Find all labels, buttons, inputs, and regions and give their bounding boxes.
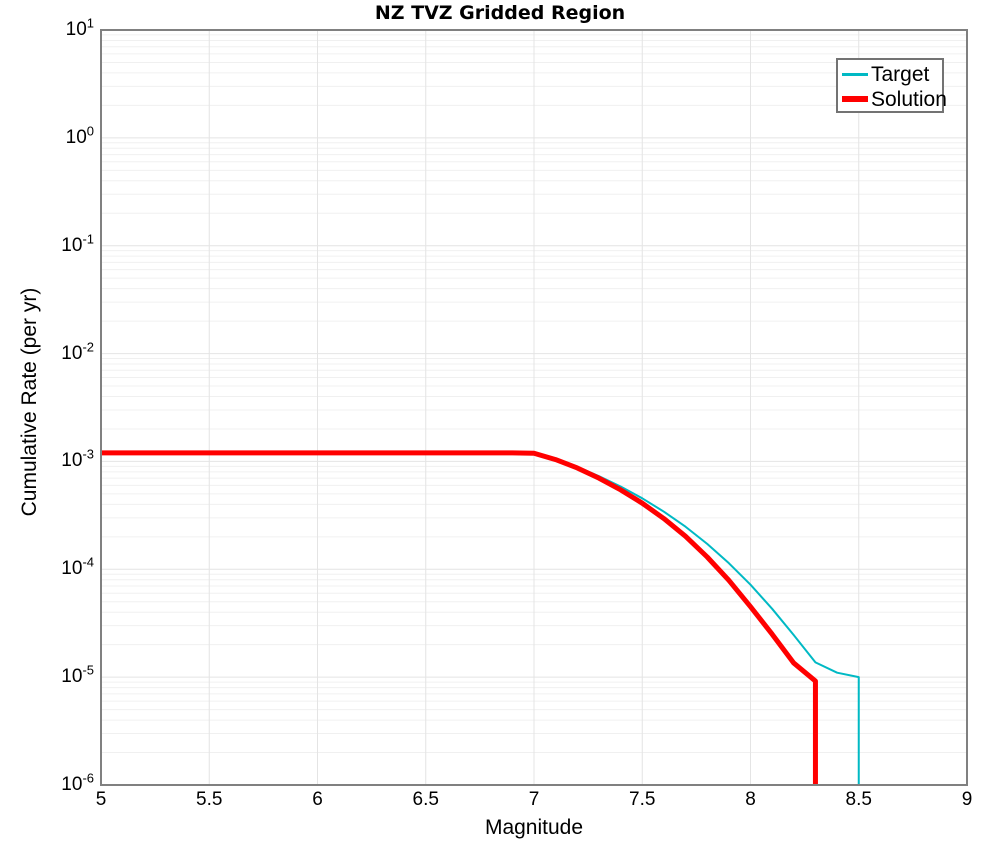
chart-title: NZ TVZ Gridded Region [374, 2, 626, 24]
y-tick-label: 10-5 [61, 662, 94, 688]
legend-label-solution: Solution [871, 87, 947, 111]
y-tick-label: 10-2 [61, 339, 94, 364]
legend-line-swatch-target [842, 72, 868, 76]
y-tick-label: 10-1 [61, 231, 94, 256]
y-tick-label: 101 [65, 15, 94, 40]
x-tick-label: 8 [745, 789, 756, 810]
x-tick-label: 9 [961, 789, 973, 810]
legend-item-target: Target [842, 61, 929, 87]
y-tick-label: 100 [65, 123, 94, 148]
x-tick-label: 8.5 [845, 789, 872, 810]
y-tick-label: 10-6 [61, 770, 94, 795]
legend-label-target: Target [871, 62, 930, 86]
x-tick-label: 5 [95, 789, 107, 810]
x-tick-label: 6 [312, 789, 323, 810]
y-tick-label: 10-4 [61, 554, 94, 580]
chart-legend: Target Solution [836, 58, 947, 113]
x-tick-label: 5.5 [196, 789, 223, 810]
legend-item-solution: Solution [842, 86, 947, 112]
y-tick-label: 10-3 [61, 447, 94, 472]
x-tick-label: 7.5 [629, 789, 656, 810]
x-tick-label: 6.5 [412, 789, 439, 810]
legend-line-swatch-solution [842, 96, 868, 102]
x-tick-label: 7 [528, 789, 540, 810]
series-line-solution [101, 450, 818, 785]
x-axis-label: Magnitude [484, 816, 584, 839]
